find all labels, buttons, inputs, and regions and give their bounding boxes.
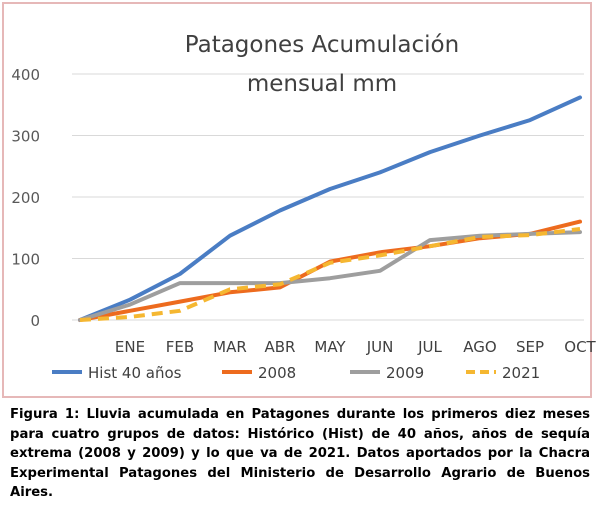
series-line [78,95,582,322]
x-tick-label: ABR [265,338,296,356]
line-chart: 0 100 200 300 400 ENE FEB MAR ABR MAY JUN JUL AGO SEP… [11,32,596,382]
figure-caption: Figura 1: Lluvia acumulada en Patagones … [10,407,590,501]
x-tick-label: FEB [166,338,194,356]
legend-label: 2008 [258,364,296,382]
series-line [78,230,582,322]
x-tick-label: OCT [564,338,596,356]
x-tick-label: JUN [366,338,394,356]
x-tick-label: JUL [417,338,442,356]
legend-label: 2021 [502,364,540,382]
x-tick-label: AGO [463,338,496,356]
chart-title-line: mensual mm [247,71,397,97]
chart-frame [2,2,592,398]
legend-label: 2009 [386,364,424,382]
y-tick-label: 200 [11,189,40,207]
x-tick-label: MAR [213,338,247,356]
x-tick-label: MAY [314,338,346,356]
x-tick-label: SEP [516,338,544,356]
legend-label: Hist 40 años [88,364,182,382]
x-tick-label: ENE [115,338,145,356]
chart-title-line: Patagones Acumulación [185,32,459,58]
y-tick-label: 300 [11,128,40,146]
y-tick-label: 100 [11,251,40,269]
series-line [79,227,581,322]
y-tick-label: 400 [11,66,40,84]
y-tick-label: 0 [30,312,40,330]
